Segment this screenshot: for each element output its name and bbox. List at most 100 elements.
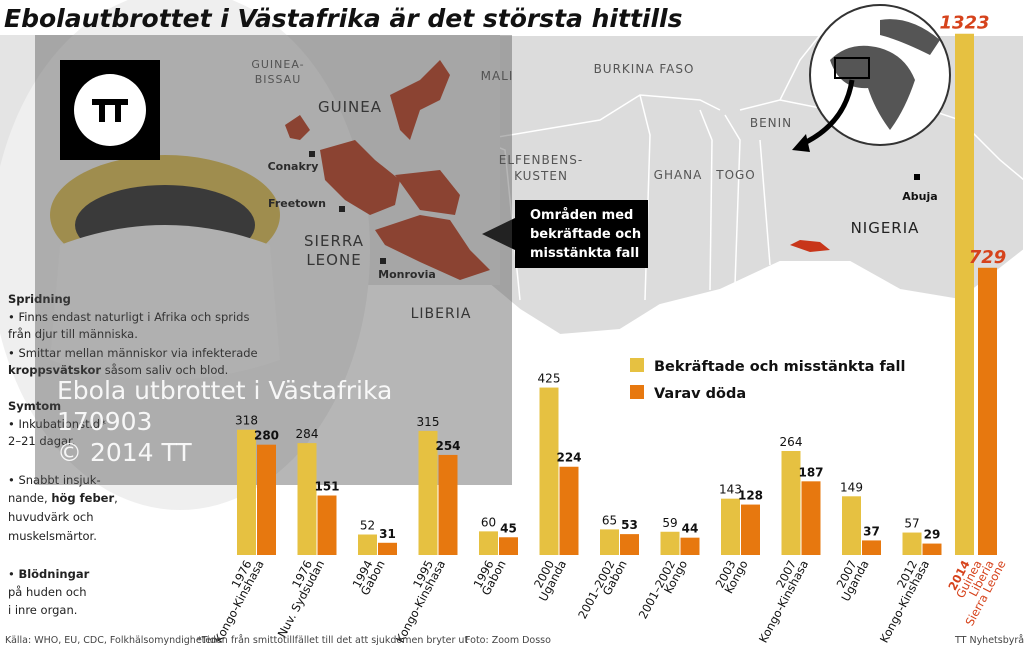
value-label: 318: [235, 414, 258, 428]
value-label: 128: [738, 489, 763, 503]
sidebar-text: huvudvärk och: [8, 510, 94, 524]
bar: [479, 531, 498, 555]
bar: [741, 504, 760, 555]
bar: [257, 444, 276, 555]
legend-swatch: [630, 358, 644, 372]
map-label: BISSAU: [255, 73, 302, 86]
sidebar-text: Spridning: [8, 292, 71, 306]
map-label: GUINEA: [318, 98, 382, 116]
value-label: 57: [904, 517, 919, 531]
value-label: 729: [969, 247, 1007, 268]
value-label: 224: [556, 451, 581, 465]
sidebar-text: ,: [114, 491, 118, 505]
footer-text: Källa: WHO, EU, CDC, Folkhälsomyndighete…: [5, 635, 217, 646]
map-label: Conakry: [268, 160, 319, 173]
sidebar-line: kroppsvätskor såsom saliv och blod.: [8, 363, 228, 377]
bar: [358, 534, 377, 555]
sidebar-line: nande, hög feber,: [8, 491, 118, 505]
tt-logo-circle: [74, 74, 146, 146]
outbreak-area: [375, 215, 490, 280]
sidebar-text: muskelsmärtor.: [8, 529, 97, 543]
sidebar-text: • Smittar mellan människor via infektera…: [8, 346, 258, 360]
sidebar-line: • Inkubationstid*: [8, 417, 106, 431]
value-label: 59: [662, 516, 677, 530]
value-label: 52: [360, 519, 375, 533]
value-label: 425: [538, 372, 561, 386]
outbreak-area: [390, 60, 450, 140]
watermark: 170903: [57, 407, 152, 436]
value-label: 37: [863, 524, 880, 538]
sidebar-line: • Smittar mellan människor via infektera…: [8, 346, 258, 360]
sidebar-text: nande,: [8, 491, 51, 505]
map-label: BENIN: [750, 116, 792, 130]
sidebar-text: 2–21 dagar.: [8, 434, 75, 448]
value-label: 264: [780, 435, 803, 449]
sidebar-text: Symtom: [8, 399, 61, 413]
sidebar-text: i inre organ.: [8, 603, 77, 617]
bar: [902, 532, 922, 555]
value-label: 280: [254, 429, 279, 443]
bar: [499, 537, 518, 555]
sidebar-text: kroppsvätskor: [8, 363, 101, 377]
bar: [862, 540, 881, 555]
value-label: 45: [500, 521, 517, 535]
outbreak-area: [320, 140, 400, 215]
sidebar-line: Symtom: [8, 399, 61, 413]
value-label: 149: [840, 480, 863, 494]
bar: [680, 537, 700, 555]
value-label: 254: [435, 439, 460, 453]
value-label: 65: [602, 513, 617, 527]
bar: [438, 454, 458, 555]
watermark: Ebola utbrottet i Västafrika: [57, 376, 392, 405]
bar: [418, 430, 438, 555]
bar: [378, 542, 397, 555]
sidebar-text: •: [8, 567, 18, 581]
callout-box: [482, 200, 648, 268]
bar: [955, 33, 974, 556]
map-label: KUSTEN: [514, 169, 568, 183]
sidebar-line: från djur till människa.: [8, 327, 138, 341]
sidebar-line: • Snabbt insjuk-: [8, 473, 101, 487]
footer-text: TT Nyhetsbyrån: [954, 635, 1024, 646]
sidebar-line: • Finns endast naturligt i Afrika och sp…: [8, 310, 249, 324]
bar: [539, 387, 559, 555]
callout-text: Områden med: [530, 208, 633, 223]
legend-swatch: [630, 385, 644, 399]
bar: [297, 443, 317, 555]
bar: [721, 498, 740, 555]
map-label: TOGO: [715, 168, 756, 182]
bar: [620, 534, 639, 555]
map-label: BURKINA FASO: [594, 62, 695, 76]
bar: [600, 529, 619, 555]
value-label: 60: [481, 515, 496, 529]
sidebar-text: Blödningar: [18, 567, 89, 581]
map-label: MALI: [481, 69, 514, 83]
city-dot: [380, 258, 386, 264]
bar: [922, 543, 942, 555]
map-label: Monrovia: [378, 268, 436, 281]
sidebar-line: huvudvärk och: [8, 510, 94, 524]
map-label: Abuja: [902, 190, 937, 203]
legend-label: Varav döda: [654, 386, 746, 402]
map-label: LIBERIA: [411, 306, 472, 322]
bar: [317, 495, 337, 555]
value-label: 284: [296, 427, 319, 441]
bar: [660, 531, 680, 555]
sidebar-text: • Snabbt insjuk-: [8, 473, 101, 487]
outbreak-area: [395, 170, 460, 215]
sidebar-text: på huden och: [8, 585, 87, 599]
value-label: 44: [682, 522, 699, 536]
map-label: LEONE: [306, 251, 361, 269]
value-label: 1323: [939, 13, 989, 34]
city-dot: [914, 174, 920, 180]
callout-text: bekräftade och: [530, 227, 641, 242]
sidebar-line: i inre organ.: [8, 603, 77, 617]
outbreak-area: [285, 115, 310, 140]
sidebar-line: muskelsmärtor.: [8, 529, 97, 543]
map-label: SIERRA: [304, 232, 364, 250]
sidebar-line: Spridning: [8, 292, 71, 306]
red-area: [790, 240, 830, 252]
map-label: GUINEA-: [251, 58, 304, 71]
globe: [792, 4, 951, 152]
